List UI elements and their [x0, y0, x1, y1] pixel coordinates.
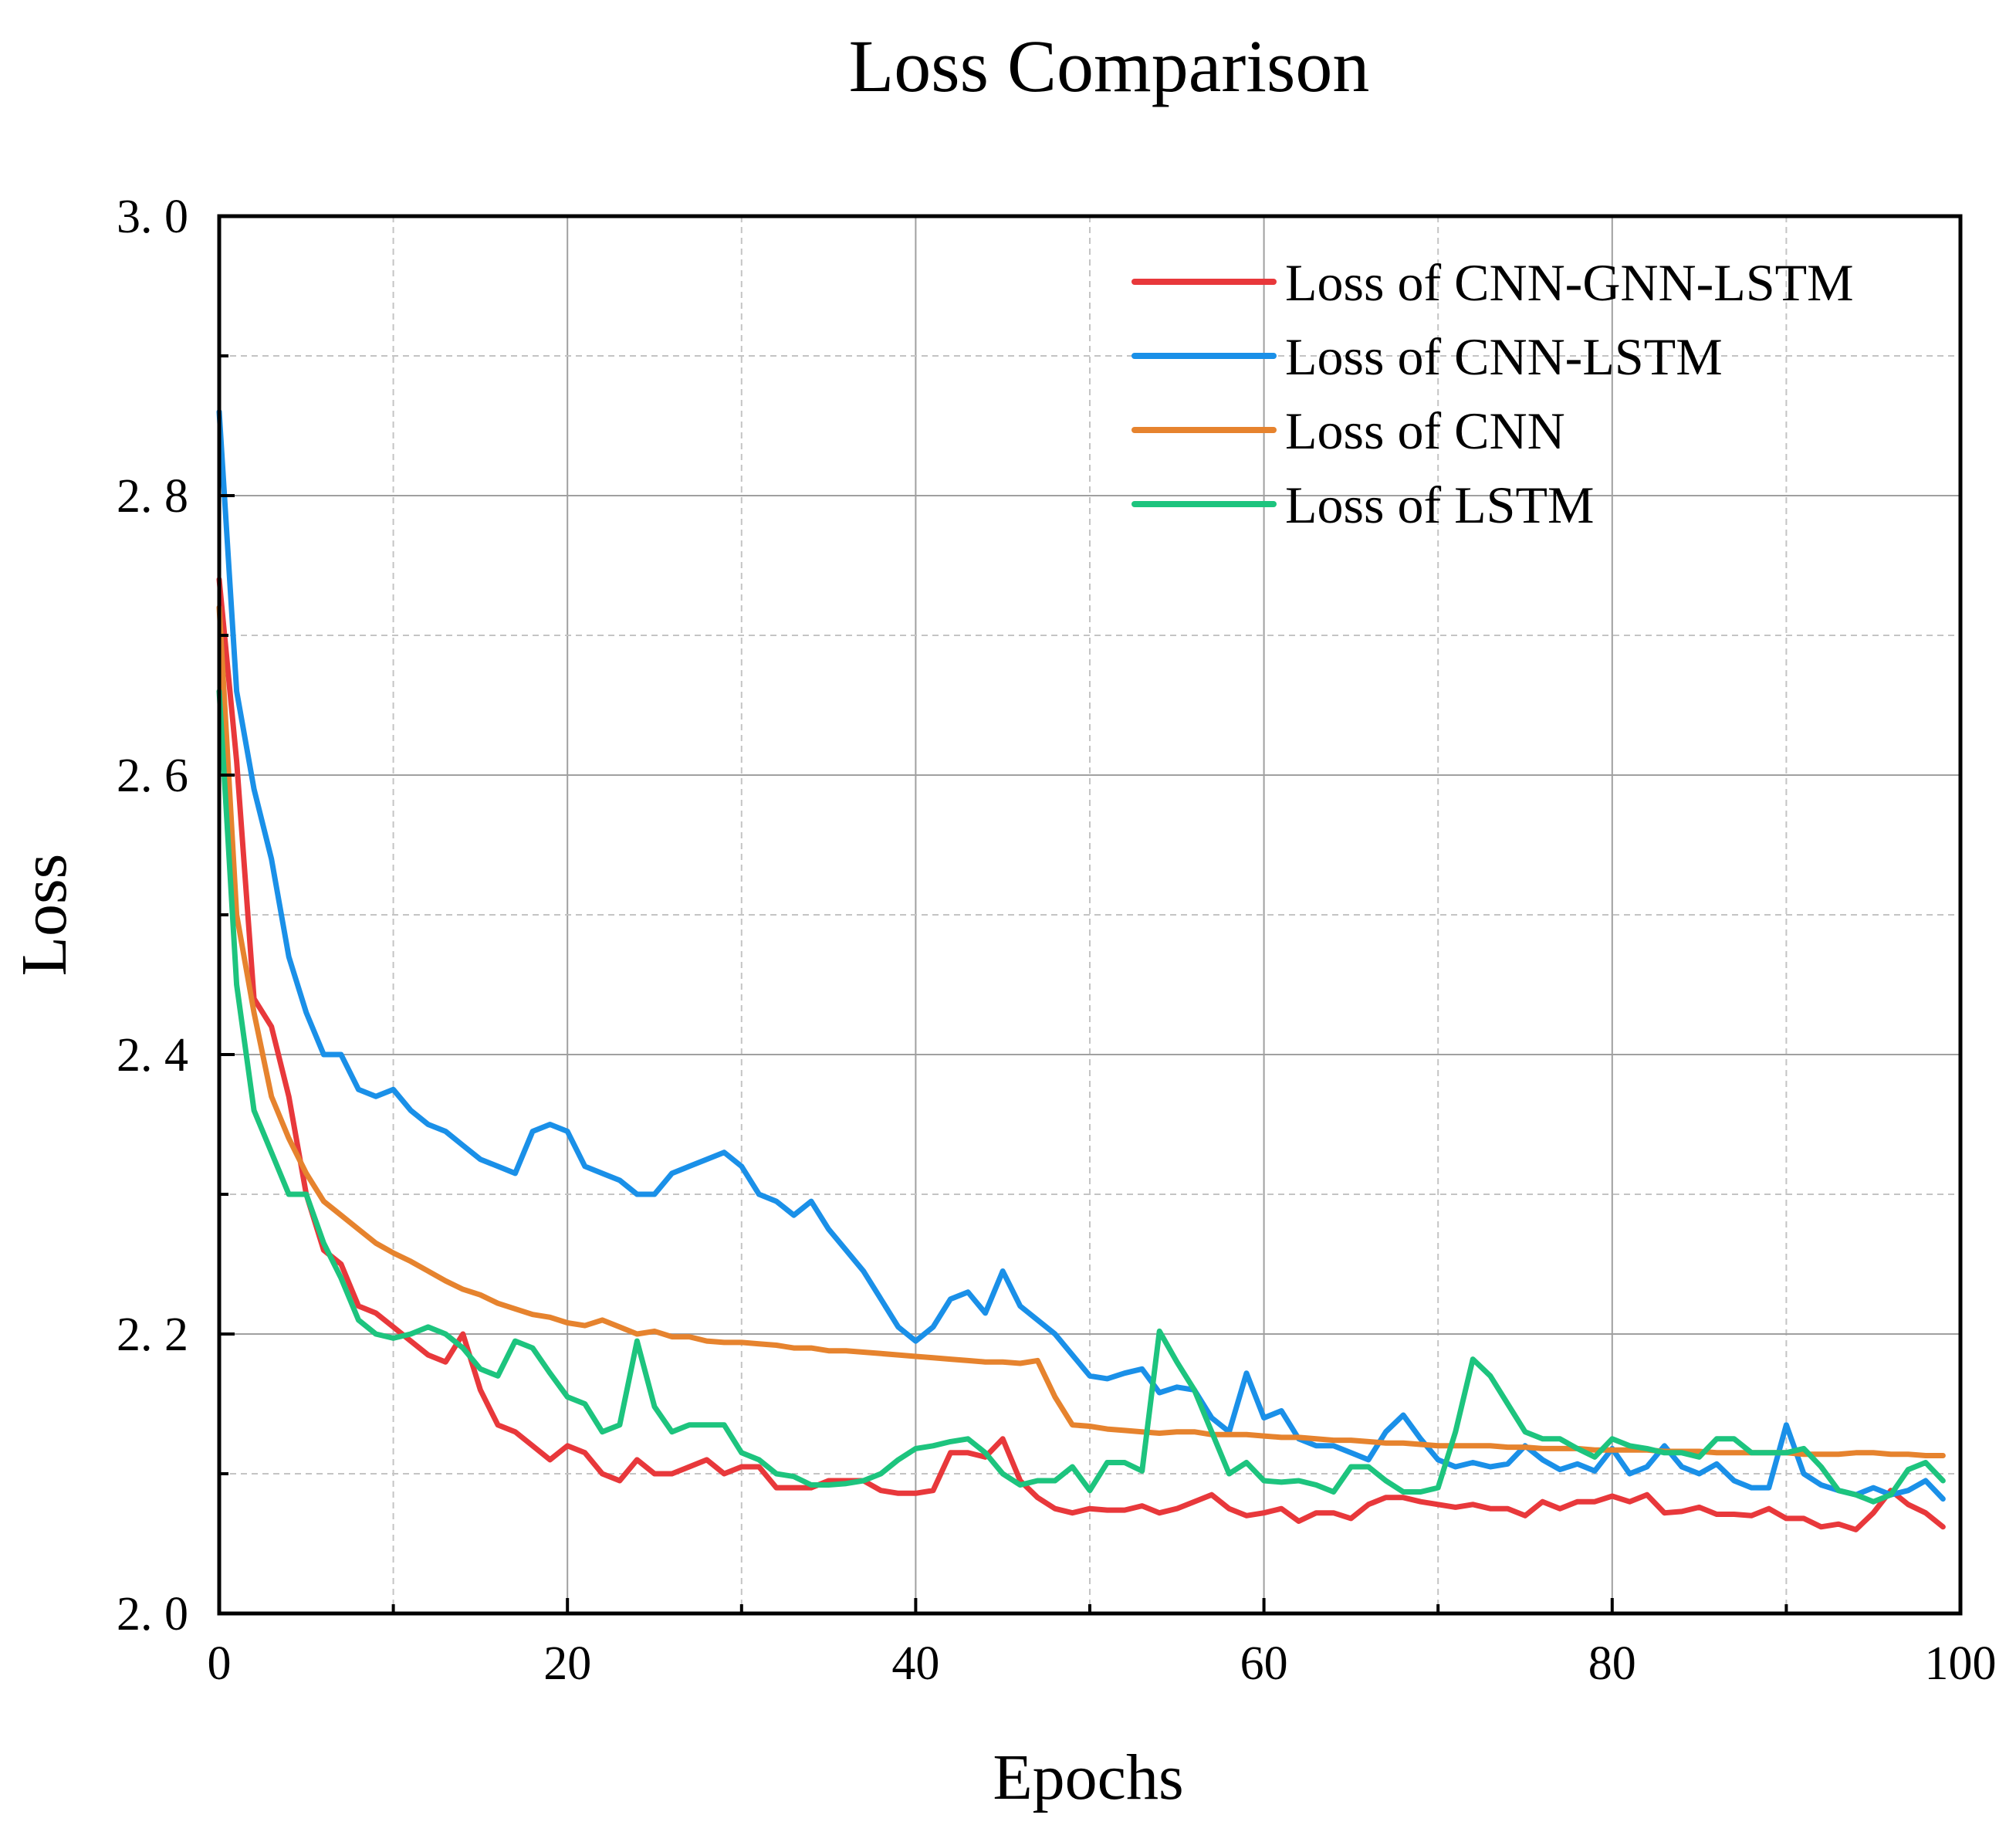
grid — [219, 216, 1960, 1613]
x-tick-labels: 0 20 40 60 80 100 — [208, 1637, 1997, 1690]
y-tick-label: 2. 6 — [117, 750, 188, 802]
axis-ticks — [218, 215, 1962, 1615]
series-line-loss-of-lstm — [216, 688, 1946, 1505]
x-tick-label: 40 — [891, 1637, 939, 1690]
y-tick-label: 3. 0 — [117, 191, 188, 243]
legend-label: Loss of CNN-LSTM — [1285, 327, 1723, 386]
y-tick-label: 2. 0 — [117, 1588, 188, 1640]
x-tick-label: 100 — [1925, 1637, 1997, 1690]
series-lines — [216, 408, 1946, 1532]
x-tick-label: 80 — [1588, 1637, 1636, 1690]
x-axis-label: Epochs — [993, 1742, 1183, 1813]
chart-title: Loss Comparison — [849, 25, 1370, 107]
x-tick-label: 0 — [208, 1637, 232, 1690]
series-line-loss-of-cnn-lstm — [216, 408, 1946, 1502]
y-tick-labels: 2. 0 2. 2 2. 4 2. 6 2. 8 3. 0 — [117, 191, 188, 1640]
y-tick-label: 2. 8 — [117, 470, 188, 523]
series-line-loss-of-cnn-gnn-lstm — [216, 577, 1946, 1532]
x-tick-label: 60 — [1240, 1637, 1288, 1690]
y-tick-label: 2. 4 — [117, 1029, 188, 1082]
x-tick-label: 20 — [543, 1637, 591, 1690]
y-tick-label: 2. 2 — [117, 1309, 188, 1361]
y-axis-label: Loss — [8, 854, 80, 977]
legend-label: Loss of LSTM — [1285, 476, 1594, 534]
legend-label: Loss of CNN — [1285, 401, 1565, 460]
legend-label: Loss of CNN-GNN-LSTM — [1285, 253, 1854, 312]
legend: Loss of CNN-GNN-LSTM Loss of CNN-LSTM Loss… — [1131, 253, 1854, 534]
